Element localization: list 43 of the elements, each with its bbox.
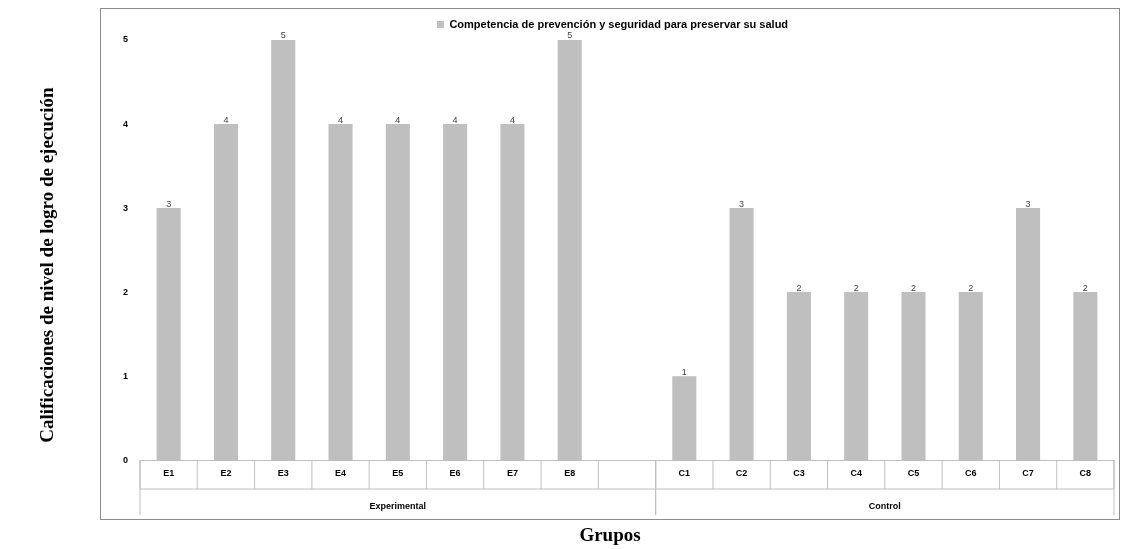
x-tick-label: C7 xyxy=(1022,468,1034,479)
x-tick-label: C4 xyxy=(850,468,862,479)
x-axis-title: Grupos xyxy=(578,524,642,546)
data-label: 5 xyxy=(280,30,286,41)
data-label: 3 xyxy=(739,198,745,209)
x-tick-label: C3 xyxy=(793,468,805,479)
y-tick-label: 3 xyxy=(122,202,129,213)
x-tick-label: E3 xyxy=(277,468,289,479)
data-label: 4 xyxy=(395,114,401,125)
x-tick-label: E6 xyxy=(449,468,461,479)
y-axis-title: Calificaciones de nivel de logro de ejecución xyxy=(35,86,58,445)
x-tick-label: C2 xyxy=(735,468,748,479)
data-label: 2 xyxy=(910,282,916,293)
data-label: 3 xyxy=(166,198,172,209)
x-tick-label: E7 xyxy=(506,468,518,479)
legend-label: Competencia de prevención y seguridad para preservar su salud xyxy=(449,17,789,30)
data-label: 2 xyxy=(796,282,802,293)
data-label: 2 xyxy=(853,282,859,293)
y-tick-label: 1 xyxy=(122,370,129,381)
data-label: 4 xyxy=(509,114,515,125)
data-label: 2 xyxy=(968,282,974,293)
y-tick-label: 2 xyxy=(122,286,129,297)
data-label: 4 xyxy=(223,114,229,125)
data-label: 4 xyxy=(452,114,458,125)
text: Experimental xyxy=(369,501,427,512)
x-tick-label: C6 xyxy=(965,468,977,479)
x-tick-label: E2 xyxy=(220,468,232,479)
x-tick-label: E4 xyxy=(335,468,347,479)
data-label: 3 xyxy=(1025,198,1031,209)
data-label: 2 xyxy=(1082,282,1088,293)
x-tick-label: C8 xyxy=(1079,468,1092,479)
data-label: 1 xyxy=(681,366,687,377)
data-label: 4 xyxy=(338,114,344,125)
y-tick-label: 0 xyxy=(122,454,129,465)
x-tick-label: E1 xyxy=(163,468,175,479)
x-tick-label: E5 xyxy=(392,468,404,479)
data-label: 5 xyxy=(567,30,573,41)
x-tick-label: E8 xyxy=(564,468,576,479)
y-tick-label: 5 xyxy=(122,34,129,45)
x-tick-label: C5 xyxy=(907,468,920,479)
text: Control xyxy=(868,501,901,512)
x-tick-label: C1 xyxy=(678,468,691,479)
y-tick-label: 4 xyxy=(122,118,129,129)
